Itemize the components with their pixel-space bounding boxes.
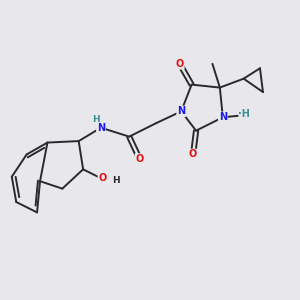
Text: O: O [189, 149, 197, 160]
Text: O: O [98, 173, 106, 183]
Text: N: N [219, 112, 227, 122]
Text: H: H [112, 176, 120, 185]
Text: O: O [176, 59, 184, 69]
Text: N: N [97, 123, 105, 133]
Text: O: O [136, 154, 144, 164]
Text: N: N [177, 106, 185, 116]
Text: ·H: ·H [238, 109, 250, 119]
Text: H: H [92, 115, 99, 124]
